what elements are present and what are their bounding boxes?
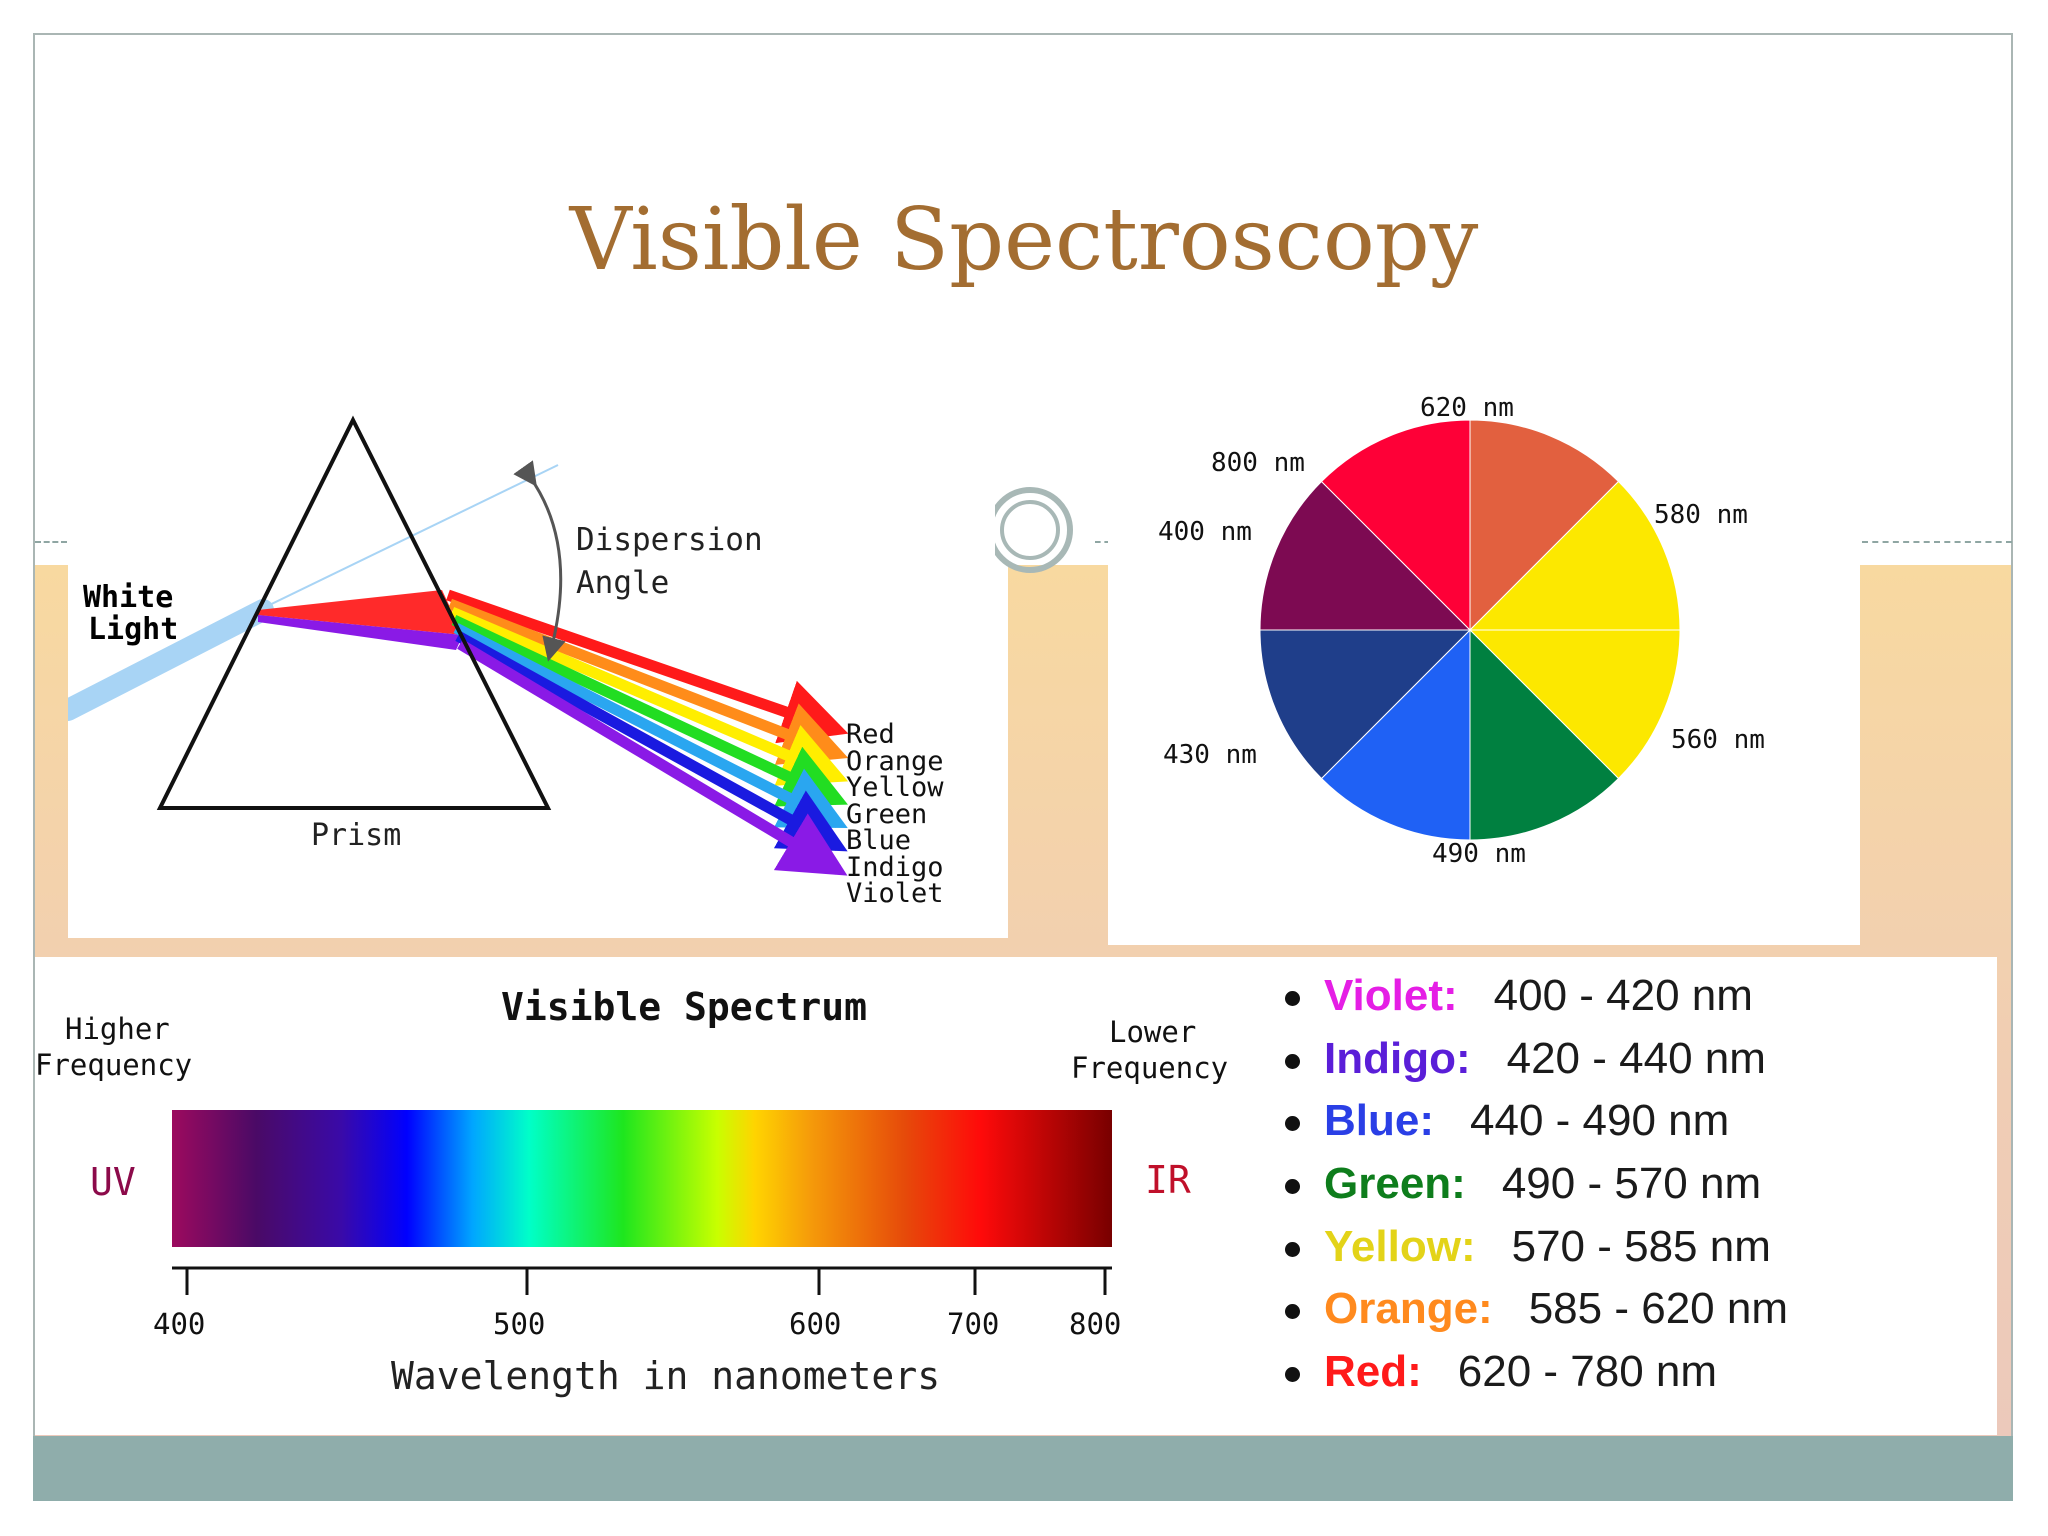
uv-label: UV	[90, 1160, 136, 1204]
bullet-icon	[1285, 1178, 1300, 1194]
footer-bar	[33, 1436, 2013, 1501]
bullet-icon	[1285, 990, 1300, 1006]
color-wheel-diagram: 620 nm 800 nm 580 nm 400 nm 560 nm 430 n…	[1108, 380, 1860, 945]
color-range: 490 - 570 nm	[1501, 1159, 1762, 1209]
visible-spectrum-chart: Visible Spectrum Higher Frequency Lower …	[35, 957, 1997, 1435]
decorative-ring-icon	[995, 487, 1073, 573]
inner-ray-fan-violet	[258, 615, 463, 650]
color-name: Violet:	[1324, 971, 1458, 1020]
wheel-sector	[1468, 629, 1681, 780]
color-range-list: Violet: 400 - 420 nm Indigo: 420 - 440 nm …	[1285, 965, 1788, 1404]
color-wheel	[1259, 419, 1681, 841]
divider-line	[35, 541, 67, 543]
ray-label: Orange	[846, 746, 944, 777]
ray-label: Red	[846, 719, 895, 750]
color-name: Red:	[1324, 1347, 1422, 1397]
dispersion-label: Angle	[576, 565, 669, 601]
white-light-label: White	[83, 580, 173, 615]
color-range: 440 - 490 nm	[1470, 1096, 1730, 1146]
prism-triangle	[156, 415, 552, 810]
undeflected-path-line	[217, 464, 559, 631]
tick-label: 500	[493, 1307, 545, 1341]
list-item: Indigo: 420 - 440 nm	[1285, 1028, 1788, 1091]
spectrum-title: Visible Spectrum	[501, 985, 867, 1029]
white-light-beam	[57, 599, 274, 721]
wheel-sector	[1320, 419, 1471, 632]
tick-label: 600	[789, 1307, 841, 1341]
wheel-sector	[1469, 628, 1620, 841]
wheel-label: 400 nm	[1158, 517, 1252, 547]
axis-ticks: 400 500 600 700 800	[153, 1268, 1121, 1341]
color-range: 570 - 585 nm	[1511, 1221, 1771, 1271]
tick-label: 400	[153, 1307, 205, 1341]
tick-label: 700	[947, 1307, 999, 1341]
wheel-label: 580 nm	[1654, 500, 1748, 530]
red-ray	[446, 589, 849, 744]
bullet-icon	[1285, 1053, 1300, 1069]
color-name: Blue:	[1324, 1096, 1434, 1146]
higher-frequency-label: Higher	[65, 1012, 170, 1046]
wheel-label: 620 nm	[1420, 393, 1514, 423]
list-item: Violet: 400 - 420 nm	[1285, 965, 1788, 1028]
wheel-sector	[1468, 480, 1681, 631]
indigo-ray	[455, 631, 848, 852]
list-item: Orange: 585 - 620 nm	[1285, 1278, 1788, 1341]
spectrum-bar	[172, 1110, 1112, 1247]
ray-label: Blue	[846, 825, 911, 856]
wheel-label: 800 nm	[1211, 448, 1305, 478]
prism-diagram: White Light Dispersion Angle Prism Red O…	[57, 400, 1008, 938]
bullet-icon	[1285, 1241, 1300, 1257]
divider-line	[1095, 541, 1110, 543]
color-name: Yellow:	[1324, 1221, 1476, 1271]
color-name: Indigo:	[1324, 1033, 1471, 1083]
dispersion-angle-arc	[513, 460, 566, 662]
ray-label: Yellow	[846, 772, 944, 803]
color-range: 420 - 440 nm	[1506, 1033, 1766, 1083]
inner-ray-fan	[258, 590, 463, 635]
list-item: Yellow: 570 - 585 nm	[1285, 1216, 1788, 1279]
wheel-sector	[1259, 480, 1472, 631]
color-name: Green:	[1324, 1159, 1466, 1209]
lower-frequency-label: Frequency	[1071, 1051, 1228, 1085]
wheel-sector	[1469, 419, 1620, 632]
ray-label: Indigo	[846, 852, 944, 883]
color-name: Orange:	[1324, 1284, 1493, 1334]
ir-label: IR	[1145, 1158, 1191, 1202]
wheel-label: 430 nm	[1163, 740, 1257, 770]
lower-frequency-label: Lower	[1109, 1015, 1196, 1049]
wheel-sector	[1259, 629, 1472, 780]
violet-ray	[457, 639, 848, 876]
color-range: 585 - 620 nm	[1528, 1284, 1788, 1334]
color-range: 400 - 420 nm	[1493, 971, 1753, 1020]
dispersion-label: Dispersion	[576, 522, 763, 558]
white-light-label: Light	[88, 612, 178, 647]
bullet-icon	[1285, 1304, 1300, 1320]
tick-label: 800	[1069, 1307, 1121, 1341]
wheel-sector	[1320, 628, 1471, 841]
divider-line	[1862, 541, 2012, 543]
list-item: Red: 620 - 780 nm	[1285, 1341, 1788, 1404]
higher-frequency-label: Frequency	[35, 1048, 192, 1082]
wheel-label: 490 nm	[1432, 839, 1526, 869]
ray-label: Green	[846, 799, 927, 830]
list-item: Blue: 440 - 490 nm	[1285, 1090, 1788, 1153]
color-range: 620 - 780 nm	[1457, 1347, 1718, 1397]
wheel-label: 560 nm	[1671, 725, 1765, 755]
slide-title: Visible Spectroscopy	[569, 190, 1479, 290]
bullet-icon	[1285, 1116, 1300, 1132]
bullet-icon	[1285, 1367, 1300, 1382]
axis-label: Wavelength in nanometers	[391, 1354, 940, 1398]
blue-ray	[453, 623, 848, 829]
ray-label: Violet	[846, 878, 944, 909]
list-item: Green: 490 - 570 nm	[1285, 1153, 1788, 1216]
prism-label: Prism	[311, 818, 401, 853]
